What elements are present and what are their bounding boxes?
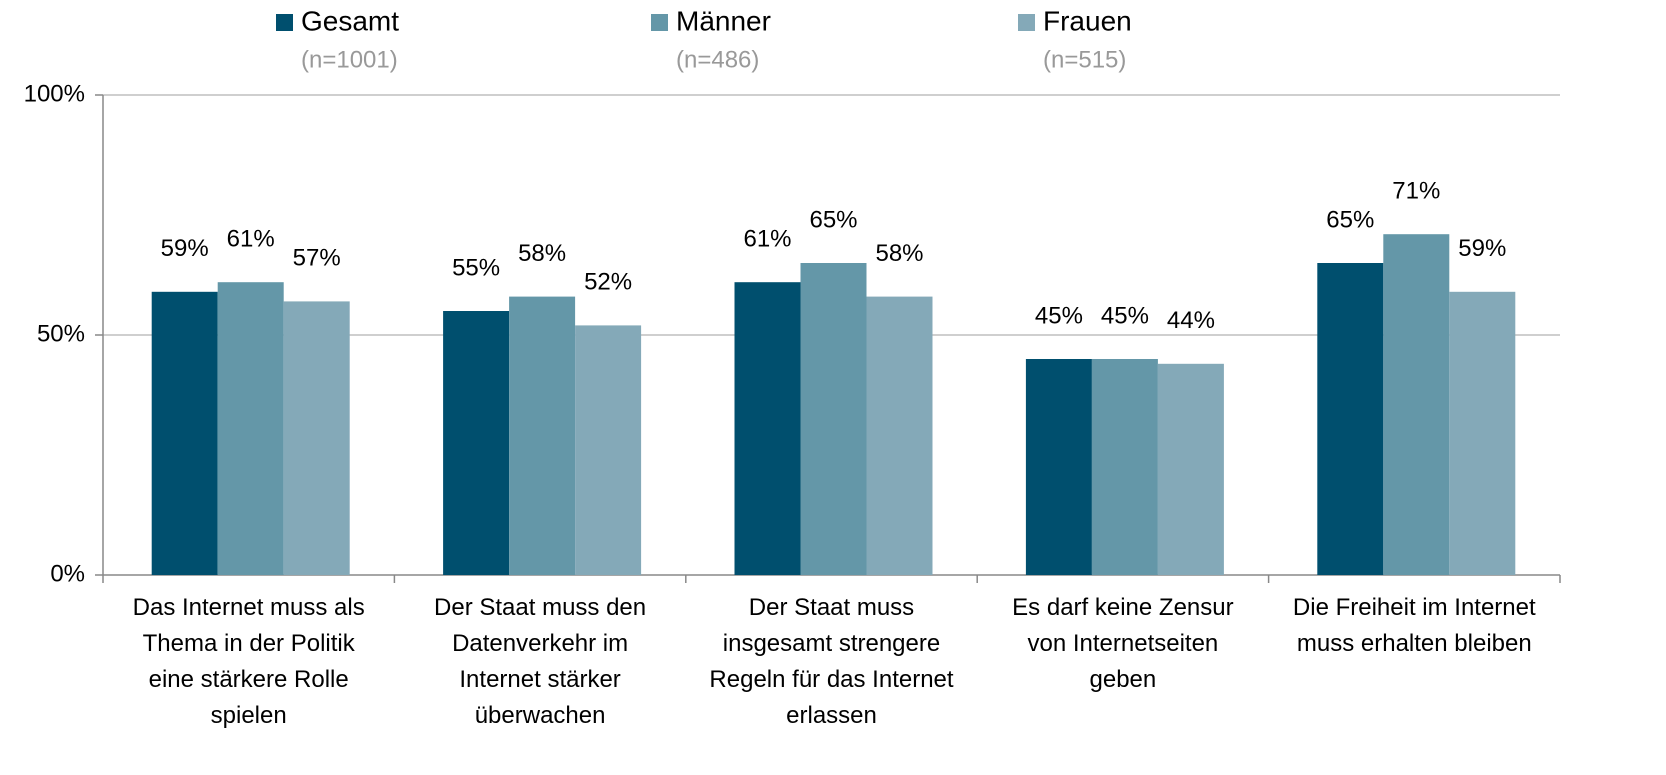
bar bbox=[734, 282, 801, 575]
bar bbox=[1157, 363, 1224, 575]
data-label: 57% bbox=[293, 245, 341, 272]
bar bbox=[1383, 234, 1450, 575]
x-tick-label: Das Internet muss als Thema in der Polit… bbox=[132, 594, 365, 729]
bar bbox=[443, 311, 510, 575]
y-tick-label: 100% bbox=[24, 80, 85, 107]
x-tick-label: Der Staat muss insgesamt strengere Regel… bbox=[709, 594, 954, 729]
bar bbox=[1025, 359, 1092, 575]
bar bbox=[866, 296, 933, 575]
legend-sample: (n=515) bbox=[1043, 46, 1126, 73]
bar bbox=[1091, 359, 1158, 575]
data-label: 71% bbox=[1392, 178, 1440, 205]
x-tick-label: Der Staat muss den Datenverkehr im Inter… bbox=[434, 594, 647, 729]
data-label: 59% bbox=[1458, 235, 1506, 262]
data-label: 45% bbox=[1035, 302, 1083, 329]
data-label: 45% bbox=[1101, 302, 1149, 329]
legend-swatch bbox=[1018, 14, 1035, 31]
data-label: 61% bbox=[227, 226, 275, 253]
bar bbox=[1317, 263, 1384, 575]
bar bbox=[217, 282, 284, 575]
legend-sample: (n=1001) bbox=[301, 46, 398, 73]
bar bbox=[283, 301, 350, 575]
bar bbox=[1449, 291, 1516, 575]
data-label: 58% bbox=[518, 240, 566, 267]
data-label: 65% bbox=[1326, 206, 1374, 233]
data-label: 44% bbox=[1167, 307, 1215, 334]
data-label: 59% bbox=[161, 235, 209, 262]
x-tick-label: Es darf keine Zensur von Internetseiten … bbox=[1012, 594, 1234, 693]
legend-label: Gesamt bbox=[301, 5, 399, 36]
data-label: 61% bbox=[743, 226, 791, 253]
legend-sample: (n=486) bbox=[676, 46, 759, 73]
legend-swatch bbox=[276, 14, 293, 31]
legend-swatch bbox=[651, 14, 668, 31]
data-label: 58% bbox=[875, 240, 923, 267]
y-tick-label: 50% bbox=[37, 320, 85, 347]
legend-label: Frauen bbox=[1043, 5, 1132, 36]
data-label: 65% bbox=[809, 206, 857, 233]
bar bbox=[575, 325, 642, 575]
data-label: 55% bbox=[452, 254, 500, 281]
x-tick-label: Die Freiheit im Internet muss erhalten b… bbox=[1292, 594, 1536, 657]
y-tick-label: 0% bbox=[50, 560, 85, 587]
data-label: 52% bbox=[584, 269, 632, 296]
bar bbox=[151, 291, 218, 575]
legend-label: Männer bbox=[676, 5, 771, 36]
bar bbox=[509, 296, 576, 575]
bar bbox=[800, 263, 867, 575]
